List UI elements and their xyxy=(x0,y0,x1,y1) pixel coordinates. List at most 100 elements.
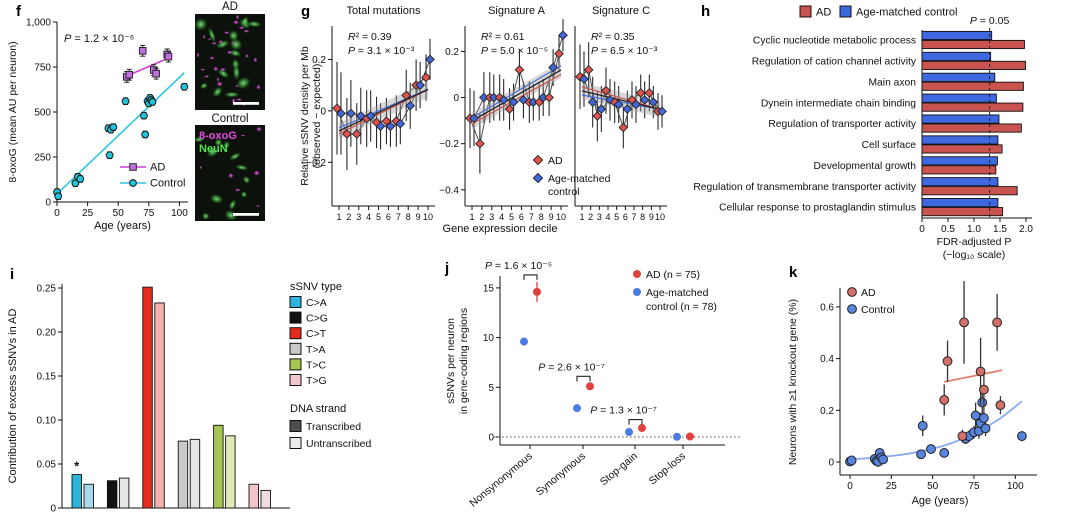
svg-text:0.5: 0.5 xyxy=(941,224,955,235)
f-pvalue: P = 1.2 × 10⁻⁶ xyxy=(64,33,134,45)
svg-text:Signature A: Signature A xyxy=(488,5,546,17)
data-points xyxy=(575,65,667,133)
svg-text:T>G: T>G xyxy=(306,375,327,387)
panel-f-label: f xyxy=(16,3,21,20)
svg-text:0.15: 0.15 xyxy=(37,372,57,383)
svg-text:0: 0 xyxy=(453,93,459,104)
svg-text:0: 0 xyxy=(847,481,853,492)
svg-text:10: 10 xyxy=(483,333,495,344)
svg-text:R² = 0.61: R² = 0.61 xyxy=(481,31,525,43)
panel-k-chart: 0 0.2 0.4 0.6 0 25 50 75 100 Age (years) Neurons w… xyxy=(787,281,1037,507)
svg-text:8-oxoG: 8-oxoG xyxy=(199,130,237,142)
svg-text:0.20: 0.20 xyxy=(37,328,57,339)
svg-text:4: 4 xyxy=(605,212,610,222)
svg-text:0.10: 0.10 xyxy=(37,416,57,427)
panel-j-chart: 0 5 10 15 sSNVs per neuron in gene-coding reg… xyxy=(445,260,740,510)
svg-text:9: 9 xyxy=(549,212,554,222)
svg-text:6: 6 xyxy=(386,212,391,222)
svg-text:25: 25 xyxy=(82,208,94,219)
svg-text:AD: AD xyxy=(861,287,876,299)
svg-text:Control: Control xyxy=(150,178,185,190)
svg-text:100: 100 xyxy=(1007,481,1024,492)
svg-text:1.5: 1.5 xyxy=(993,224,1007,235)
svg-text:Relative sSNV density per Mb: Relative sSNV density per Mb xyxy=(299,46,311,186)
svg-text:Age (years): Age (years) xyxy=(94,220,151,232)
svg-text:Age-matched: Age-matched xyxy=(548,173,611,185)
svg-text:0: 0 xyxy=(488,433,494,444)
panel-k-label: k xyxy=(789,264,798,281)
svg-text:8: 8 xyxy=(640,212,645,222)
svg-text:4: 4 xyxy=(366,212,371,222)
svg-text:Age-matched control: Age-matched control xyxy=(856,7,958,19)
svg-text:P = 6.5 × 10⁻³: P = 6.5 × 10⁻³ xyxy=(591,45,658,57)
svg-text:25: 25 xyxy=(886,481,898,492)
svg-text:0: 0 xyxy=(50,504,56,515)
k-legend: AD Control xyxy=(847,287,895,316)
svg-text:1,000: 1,000 xyxy=(26,18,51,29)
svg-text:Dynein intermediate chain bind: Dynein intermediate chain binding xyxy=(761,98,916,109)
svg-text:Gene expression decile: Gene expression decile xyxy=(443,223,558,235)
svg-text:0: 0 xyxy=(320,106,326,117)
j-points: P = 1.6 × 10⁻⁵ P = 2.6 × 10⁻⁷ P = 1.3 × 10… xyxy=(485,260,694,441)
svg-text:9: 9 xyxy=(649,212,654,222)
svg-text:500: 500 xyxy=(34,108,51,119)
svg-text:0: 0 xyxy=(54,208,60,219)
svg-text:6: 6 xyxy=(623,212,628,222)
svg-text:Main axon: Main axon xyxy=(868,77,916,88)
i-bars: * xyxy=(71,286,271,509)
panel-i-label: i xyxy=(10,266,15,283)
svg-text:P = 1.6 × 10⁻⁵: P = 1.6 × 10⁻⁵ xyxy=(485,260,552,272)
svg-text:7: 7 xyxy=(529,212,534,222)
svg-text:−0.2: −0.2 xyxy=(306,158,326,169)
svg-text:−0.2: −0.2 xyxy=(439,139,459,150)
svg-text:0.2: 0.2 xyxy=(820,406,834,417)
svg-text:2: 2 xyxy=(588,212,593,222)
svg-text:AD: AD xyxy=(222,1,238,13)
svg-text:(observed − expected): (observed − expected) xyxy=(311,64,323,169)
svg-text:8: 8 xyxy=(406,212,411,222)
svg-text:FDR-adjusted P: FDR-adjusted P xyxy=(937,236,1012,248)
svg-text:0.2: 0.2 xyxy=(312,55,326,66)
svg-text:3: 3 xyxy=(489,212,494,222)
svg-text:Contribution of excess sSNVs i: Contribution of excess sSNVs in AD xyxy=(7,309,19,484)
svg-text:0.4: 0.4 xyxy=(820,354,834,365)
svg-text:Untranscribed: Untranscribed xyxy=(306,438,372,450)
svg-text:10: 10 xyxy=(423,212,433,222)
svg-text:10: 10 xyxy=(556,212,566,222)
svg-text:75: 75 xyxy=(968,481,980,492)
svg-text:100: 100 xyxy=(171,208,188,219)
svg-text:Control: Control xyxy=(211,113,248,125)
svg-text:Synonymous: Synonymous xyxy=(534,450,588,498)
f-axes: 0 250 500 750 1,000 0 25 50 75 100 Age (years) 8-ox… xyxy=(7,18,188,233)
data-points xyxy=(465,30,568,149)
svg-text:9: 9 xyxy=(416,212,421,222)
k-ad-trend xyxy=(944,369,1003,383)
svg-text:15: 15 xyxy=(483,283,495,294)
svg-text:in gene-coding regions: in gene-coding regions xyxy=(458,308,470,414)
h-legend: AD Age-matched control xyxy=(799,5,958,19)
h-bars: Cyclic nucleotide metabolic process Regul… xyxy=(693,30,1026,217)
svg-text:Stop-loss: Stop-loss xyxy=(647,450,688,487)
svg-text:0: 0 xyxy=(919,224,925,235)
svg-text:*: * xyxy=(74,459,80,474)
fluorescence-image-control xyxy=(195,125,265,221)
svg-text:10: 10 xyxy=(655,212,665,222)
f-series-ad xyxy=(122,44,173,83)
svg-text:250: 250 xyxy=(34,153,51,164)
svg-text:6: 6 xyxy=(519,212,524,222)
svg-text:R² = 0.39: R² = 0.39 xyxy=(348,31,392,43)
j-legend: AD (n = 75) Age-matched control (n = 78) xyxy=(633,269,717,313)
svg-text:0.25: 0.25 xyxy=(37,284,57,295)
f-legend: AD Control xyxy=(120,162,185,190)
svg-text:sSNVs per neuron: sSNVs per neuron xyxy=(445,318,457,404)
svg-text:Cellular response to prostagla: Cellular response to prostaglandin stimu… xyxy=(719,203,916,214)
svg-text:−0.4: −0.4 xyxy=(439,185,459,196)
svg-text:Stop-gain: Stop-gain xyxy=(598,450,640,488)
svg-text:Signature C: Signature C xyxy=(592,5,650,17)
svg-text:P = 0.05: P = 0.05 xyxy=(970,15,1010,27)
g-xlabel: Gene expression decile xyxy=(443,223,558,235)
svg-text:3: 3 xyxy=(597,212,602,222)
svg-text:50: 50 xyxy=(927,481,939,492)
